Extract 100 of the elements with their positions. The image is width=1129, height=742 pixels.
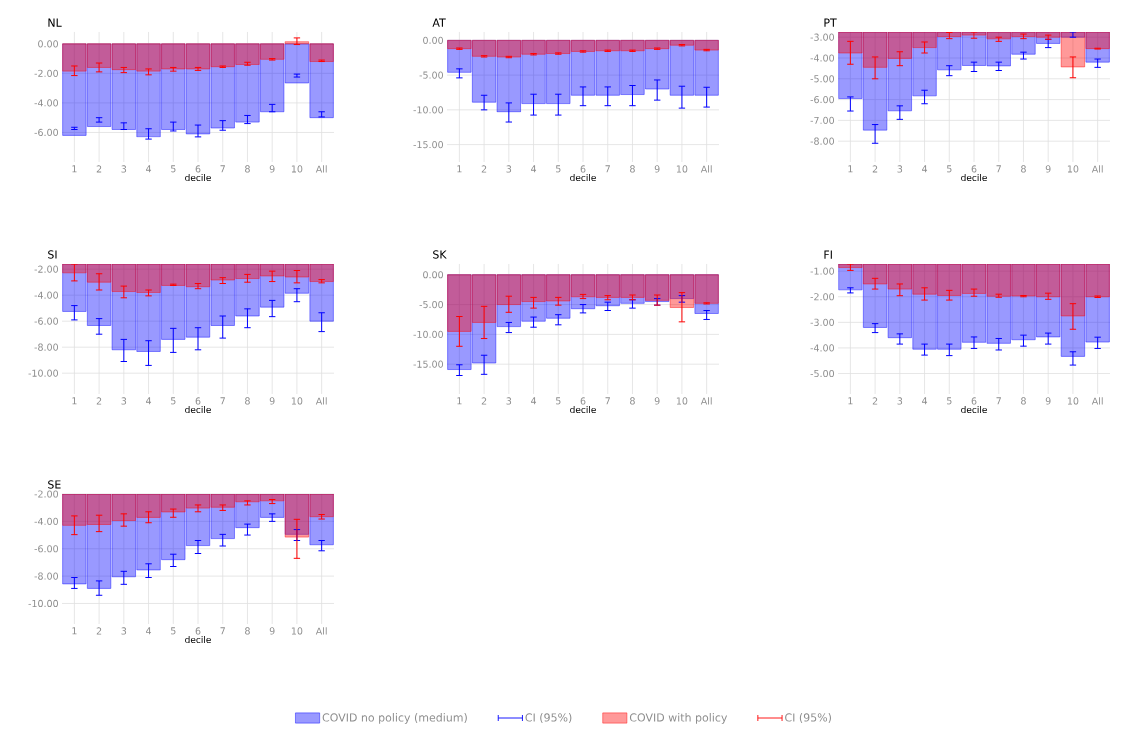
y-tick-label: 0.00 bbox=[423, 36, 443, 44]
x-tick-label: 6 bbox=[195, 627, 201, 635]
x-tick-label: 8 bbox=[630, 165, 635, 173]
x-tick-label: 2 bbox=[481, 165, 487, 173]
x-tick-label: 6 bbox=[195, 165, 201, 173]
x-tick-label: 7 bbox=[605, 165, 610, 173]
x-tick-label: 3 bbox=[506, 397, 512, 405]
chart-title: SE bbox=[48, 480, 61, 489]
x-tick-label: 1 bbox=[848, 397, 853, 405]
x-tick-label: 8 bbox=[1021, 397, 1026, 405]
x-tick-label: 5 bbox=[555, 397, 561, 405]
y-tick-label: -5.00 bbox=[810, 75, 835, 83]
x-tick-label: 3 bbox=[897, 165, 903, 173]
x-tick-label: 3 bbox=[121, 397, 127, 405]
text: CI (95%) bbox=[785, 713, 831, 723]
y-tick-label: -6.00 bbox=[34, 128, 58, 137]
x-tick-label: 1 bbox=[72, 397, 77, 405]
y-tick-label: -1.00 bbox=[810, 267, 835, 275]
x-axis-title: decile bbox=[185, 174, 211, 182]
x-axis-title: decile bbox=[570, 174, 596, 182]
y-tick-label: -5.00 bbox=[419, 300, 443, 309]
chart-title: NL bbox=[48, 18, 62, 27]
x-tick-label: 2 bbox=[872, 165, 878, 173]
chart-title: SI bbox=[48, 250, 57, 259]
x-tick-label: 7 bbox=[220, 397, 225, 405]
x-tick-label: All bbox=[315, 627, 327, 635]
x-tick-label: 5 bbox=[170, 627, 176, 635]
x-tick-label: 7 bbox=[996, 165, 1001, 173]
y-tick-label: -4.00 bbox=[810, 344, 835, 352]
y-tick-label: -10.00 bbox=[28, 369, 58, 377]
x-tick-label: 9 bbox=[654, 165, 660, 173]
x-tick-label: 7 bbox=[605, 397, 610, 405]
y-tick-label: -8.00 bbox=[34, 343, 58, 351]
y-tick-label: -5.00 bbox=[419, 71, 443, 79]
x-tick-label: All bbox=[315, 165, 327, 173]
x-tick-label: 8 bbox=[245, 397, 250, 405]
x-tick-label: 3 bbox=[121, 627, 127, 635]
x-tick-label: 1 bbox=[72, 627, 77, 635]
x-tick-label: 5 bbox=[947, 165, 952, 173]
y-tick-label: 0.00 bbox=[38, 40, 58, 48]
x-tick-label: 2 bbox=[96, 627, 102, 635]
x-tick-label: 5 bbox=[170, 397, 176, 405]
x-tick-label: 2 bbox=[481, 397, 487, 405]
y-tick-label: -6.00 bbox=[810, 95, 835, 104]
y-tick-label: -3.00 bbox=[810, 318, 835, 326]
x-tick-label: 8 bbox=[630, 397, 635, 405]
x-tick-label: 7 bbox=[220, 165, 225, 173]
x-tick-label: 3 bbox=[121, 165, 127, 173]
y-tick-label: -2.00 bbox=[810, 293, 835, 301]
x-tick-label: 1 bbox=[457, 397, 462, 405]
legend-label: COVID with policy bbox=[629, 713, 728, 724]
x-tick-label: 4 bbox=[531, 397, 537, 405]
x-tick-label: 2 bbox=[96, 165, 102, 173]
y-tick-label: -15.00 bbox=[413, 141, 443, 149]
y-tick-label: -7.00 bbox=[810, 116, 835, 124]
y-tick-label: -5.00 bbox=[810, 369, 835, 378]
y-tick-label: -2.00 bbox=[34, 490, 58, 498]
x-tick-label: 2 bbox=[96, 397, 102, 405]
x-tick-label: 10 bbox=[676, 397, 688, 405]
x-axis-title: decile bbox=[185, 636, 211, 644]
x-axis-title: decile bbox=[961, 174, 987, 182]
x-tick-label: 10 bbox=[1067, 397, 1079, 405]
x-tick-label: 3 bbox=[506, 165, 512, 173]
x-tick-label: 10 bbox=[291, 165, 303, 173]
x-axis-title: decile bbox=[961, 406, 987, 414]
x-tick-label: 5 bbox=[947, 397, 952, 405]
x-tick-label: 6 bbox=[580, 397, 586, 405]
x-tick-label: 10 bbox=[291, 397, 303, 405]
x-tick-label: 9 bbox=[1045, 397, 1051, 405]
y-tick-label: -2.00 bbox=[34, 265, 58, 273]
x-tick-label: 6 bbox=[971, 397, 977, 405]
x-tick-label: 9 bbox=[269, 397, 275, 405]
y-tick-label: -8.00 bbox=[34, 572, 58, 580]
y-tick-label: -6.00 bbox=[34, 545, 58, 553]
y-tick-label: 0.00 bbox=[423, 271, 443, 279]
x-tick-label: 8 bbox=[1021, 165, 1026, 173]
x-tick-label: 2 bbox=[872, 397, 878, 405]
y-tick-label: -3.00 bbox=[810, 33, 835, 41]
x-tick-label: All bbox=[1091, 397, 1103, 405]
x-tick-label: 10 bbox=[291, 627, 303, 635]
y-tick-label: -4.00 bbox=[34, 517, 58, 525]
x-tick-label: 4 bbox=[922, 397, 928, 405]
x-tick-label: 9 bbox=[1045, 165, 1051, 173]
x-tick-label: 4 bbox=[146, 627, 152, 635]
x-tick-label: 6 bbox=[580, 165, 586, 173]
text: CI (95%) bbox=[525, 713, 572, 723]
x-tick-label: 10 bbox=[676, 165, 688, 173]
legend-label: COVID no policy (medium) bbox=[322, 713, 467, 724]
x-axis-title: decile bbox=[185, 406, 211, 414]
chart-title: AT bbox=[432, 18, 446, 27]
x-tick-label: 6 bbox=[195, 397, 201, 405]
y-tick-label: -10.00 bbox=[413, 330, 443, 338]
x-tick-label: 1 bbox=[72, 165, 77, 173]
x-tick-label: 4 bbox=[922, 165, 928, 173]
y-tick-label: -6.00 bbox=[34, 317, 58, 325]
x-tick-label: All bbox=[700, 165, 712, 173]
x-tick-label: 4 bbox=[146, 397, 152, 405]
chart-title: FI bbox=[824, 250, 832, 259]
x-axis-title: decile bbox=[570, 406, 596, 414]
x-tick-label: 8 bbox=[245, 627, 250, 635]
